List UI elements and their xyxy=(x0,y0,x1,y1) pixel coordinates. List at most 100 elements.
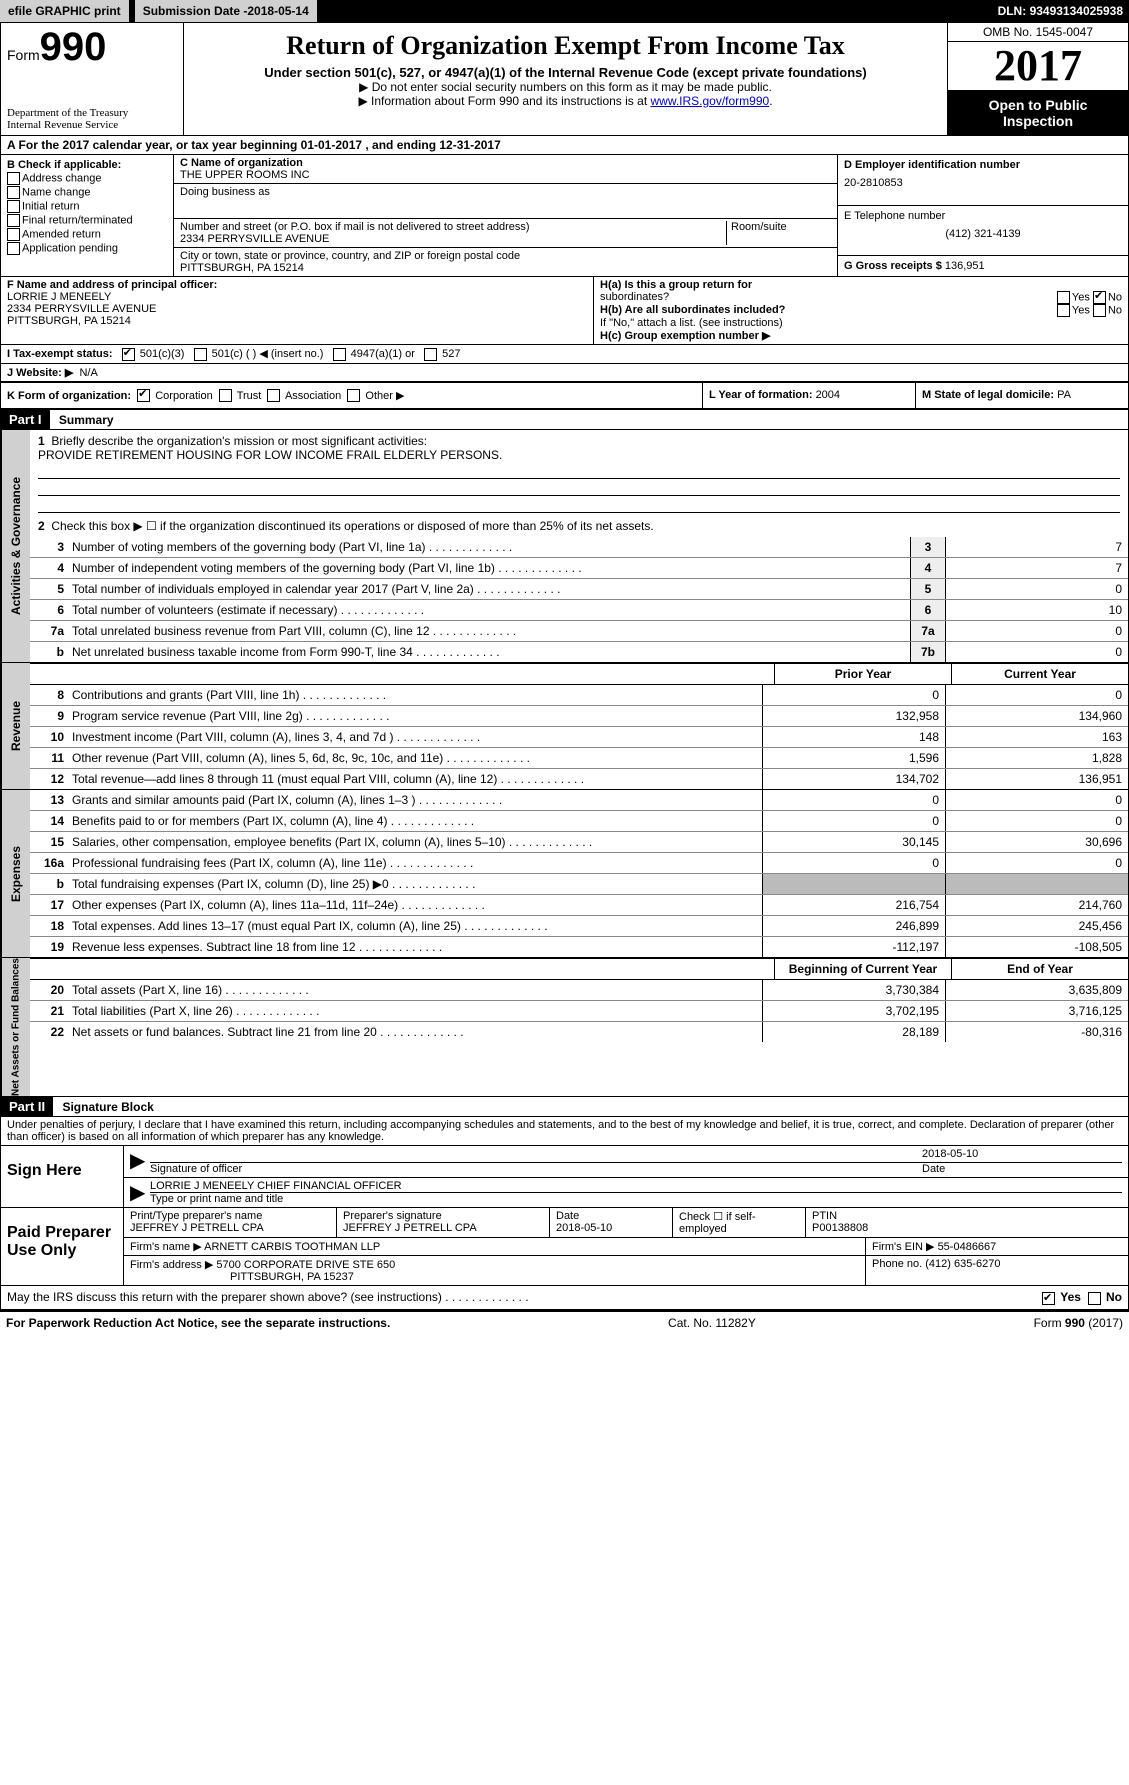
hb-yes[interactable] xyxy=(1057,304,1070,317)
part2-title: Signature Block xyxy=(56,1098,159,1116)
header-left: Form990 Department of the Treasury Inter… xyxy=(1,23,184,135)
part1-title: Summary xyxy=(53,411,120,429)
g-label: G Gross receipts $ xyxy=(844,260,945,272)
footer-right: Form 990 (2017) xyxy=(1034,1316,1123,1330)
sig-date: 2018-05-10 xyxy=(922,1148,1122,1163)
open-inspection: Open to Public Inspection xyxy=(948,91,1128,135)
mission-label: Briefly describe the organization's miss… xyxy=(51,434,427,448)
k-label: K Form of organization: xyxy=(7,390,131,402)
line2-text: Check this box ▶ ☐ if the organization d… xyxy=(51,519,653,533)
col-degh: D Employer identification number 20-2810… xyxy=(837,155,1128,276)
cb-initial-return[interactable]: Initial return xyxy=(7,200,167,213)
i-label: I Tax-exempt status: xyxy=(7,348,113,360)
hb-label: H(b) Are all subordinates included? xyxy=(600,304,785,316)
hc-label: H(c) Group exemption number ▶ xyxy=(600,330,770,342)
sign-here: Sign Here xyxy=(1,1146,124,1207)
irs-link[interactable]: www.IRS.gov/form990 xyxy=(650,94,769,108)
firm-name: ARNETT CARBIS TOOTHMAN LLP xyxy=(204,1241,380,1253)
b-label: B Check if applicable: xyxy=(7,159,167,171)
preparer-date: 2018-05-10 xyxy=(556,1222,666,1234)
officer-printed-name: LORRIE J MENEELY CHIEF FINANCIAL OFFICER xyxy=(150,1180,1122,1193)
tax-year: 2017 xyxy=(948,42,1128,91)
table-row: 21Total liabilities (Part X, line 26)3,7… xyxy=(30,1000,1128,1021)
cb-527[interactable] xyxy=(424,348,437,361)
f-label: F Name and address of principal officer: xyxy=(7,279,587,291)
vtab-governance: Activities & Governance xyxy=(1,430,30,662)
cb-501c3[interactable] xyxy=(122,348,135,361)
dln: DLN: 93493134025938 xyxy=(998,4,1129,18)
cb-4947[interactable] xyxy=(333,348,346,361)
table-row: bTotal fundraising expenses (Part IX, co… xyxy=(30,873,1128,894)
header-right: OMB No. 1545-0047 2017 Open to Public In… xyxy=(947,23,1128,135)
cb-501c[interactable] xyxy=(194,348,207,361)
table-row: 19Revenue less expenses. Subtract line 1… xyxy=(30,936,1128,957)
room-label: Room/suite xyxy=(726,221,831,245)
paid-preparer: Paid Preparer Use Only xyxy=(1,1208,124,1285)
ha-yes[interactable] xyxy=(1057,291,1070,304)
c-name-label: C Name of organization xyxy=(180,157,831,169)
table-row: 22Net assets or fund balances. Subtract … xyxy=(30,1021,1128,1042)
vtab-revenue: Revenue xyxy=(1,663,30,789)
cb-amended[interactable]: Amended return xyxy=(7,228,167,241)
state-domicile: PA xyxy=(1057,389,1071,401)
table-row: bNet unrelated business taxable income f… xyxy=(30,641,1128,662)
h-note: If "No," attach a list. (see instruction… xyxy=(600,317,1122,329)
row-f-h: F Name and address of principal officer:… xyxy=(0,277,1129,345)
top-bar: efile GRAPHIC print Submission Date - 20… xyxy=(0,0,1129,22)
self-employed-check[interactable]: Check ☐ if self-employed xyxy=(673,1208,806,1238)
table-row: 11Other revenue (Part VIII, column (A), … xyxy=(30,747,1128,768)
table-row: 13Grants and similar amounts paid (Part … xyxy=(30,790,1128,810)
preparer-name: JEFFREY J PETRELL CPA xyxy=(130,1222,330,1234)
submission-date: Submission Date - 2018-05-14 xyxy=(135,0,317,22)
line-a: A For the 2017 calendar year, or tax yea… xyxy=(0,136,1129,155)
cb-other[interactable] xyxy=(347,389,360,402)
hdr-prior-year: Prior Year xyxy=(774,664,951,684)
cb-application-pending[interactable]: Application pending xyxy=(7,242,167,255)
firm-addr1: 5700 CORPORATE DRIVE STE 650 xyxy=(216,1259,395,1271)
discuss-yes[interactable] xyxy=(1042,1292,1055,1305)
declaration: Under penalties of perjury, I declare th… xyxy=(0,1116,1129,1146)
d-label: D Employer identification number xyxy=(844,159,1122,171)
table-row: 12Total revenue—add lines 8 through 11 (… xyxy=(30,768,1128,789)
cb-corp[interactable] xyxy=(137,389,150,402)
table-row: 9Program service revenue (Part VIII, lin… xyxy=(30,705,1128,726)
cb-assoc[interactable] xyxy=(267,389,280,402)
col-b: B Check if applicable: Address change Na… xyxy=(1,155,174,276)
hdr-end-year: End of Year xyxy=(951,959,1128,979)
header-title-block: Return of Organization Exempt From Incom… xyxy=(184,23,947,135)
type-name-label: Type or print name and title xyxy=(150,1193,1122,1205)
org-name: THE UPPER ROOMS INC xyxy=(180,169,831,181)
table-row: 4Number of independent voting members of… xyxy=(30,557,1128,578)
discuss-label: May the IRS discuss this return with the… xyxy=(7,1290,442,1304)
firm-addr2: PITTSBURGH, PA 15237 xyxy=(130,1271,859,1283)
note-info: ▶ Information about Form 990 and its ins… xyxy=(194,94,937,108)
ha-no[interactable] xyxy=(1093,291,1106,304)
gross-receipts: 136,951 xyxy=(945,260,985,272)
table-row: 8Contributions and grants (Part VIII, li… xyxy=(30,685,1128,705)
part1-hdr: Part I xyxy=(1,410,50,429)
sig-officer-label: Signature of officer xyxy=(150,1163,922,1175)
table-row: 3Number of voting members of the governi… xyxy=(30,537,1128,557)
dept-irs: Internal Revenue Service xyxy=(7,119,177,131)
efile-label: efile GRAPHIC print xyxy=(0,0,129,22)
date-label: Date xyxy=(922,1163,1122,1175)
officer-name: LORRIE J MENEELY xyxy=(7,291,587,303)
e-label: E Telephone number xyxy=(844,210,1122,222)
form-label: Form xyxy=(7,47,40,63)
officer-street: 2334 PERRYSVILLE AVENUE xyxy=(7,303,587,315)
table-row: 15Salaries, other compensation, employee… xyxy=(30,831,1128,852)
table-row: 18Total expenses. Add lines 13–17 (must … xyxy=(30,915,1128,936)
cb-trust[interactable] xyxy=(219,389,232,402)
year-formation: 2004 xyxy=(816,389,840,401)
form-number: 990 xyxy=(40,25,107,69)
hb-no[interactable] xyxy=(1093,304,1106,317)
cb-name-change[interactable]: Name change xyxy=(7,186,167,199)
cb-final-return[interactable]: Final return/terminated xyxy=(7,214,167,227)
j-label: J Website: ▶ xyxy=(7,367,73,379)
table-row: 5Total number of individuals employed in… xyxy=(30,578,1128,599)
dept-treasury: Department of the Treasury xyxy=(7,107,177,119)
cb-address-change[interactable]: Address change xyxy=(7,172,167,185)
vtab-expenses: Expenses xyxy=(1,790,30,957)
website: N/A xyxy=(79,367,97,379)
discuss-no[interactable] xyxy=(1088,1292,1101,1305)
